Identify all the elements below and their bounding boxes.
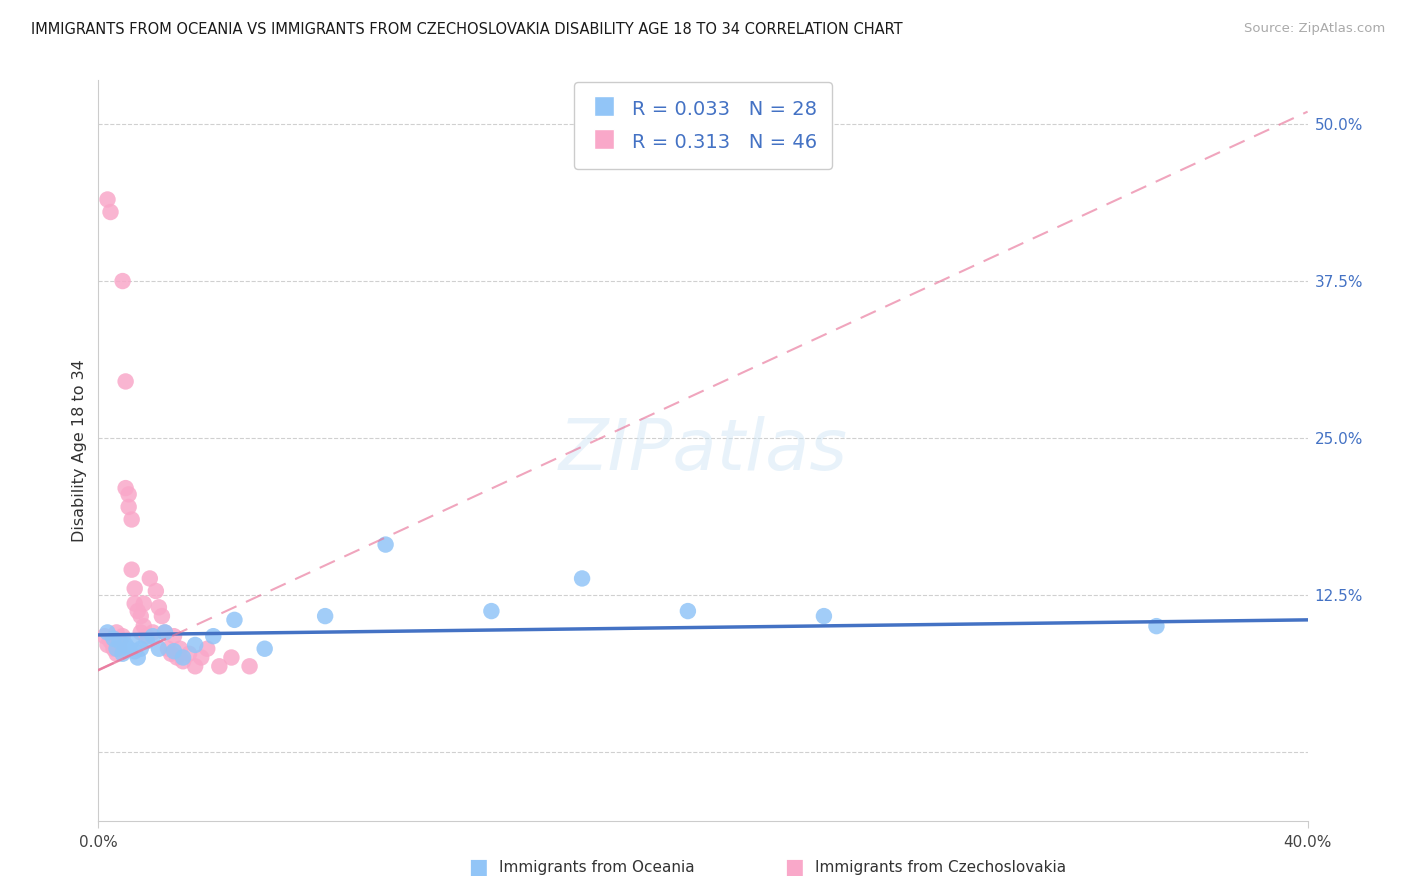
Point (105, 647, 128, 661)
Point (135, 634, 157, 648)
Point (129, 641, 152, 656)
Point (118, 487, 141, 501)
Text: ZIPatlas: ZIPatlas (558, 416, 848, 485)
Point (121, 563, 143, 577)
Point (169, 641, 191, 656)
Point (153, 625, 176, 640)
Point (96, 193, 118, 207)
Point (114, 481, 136, 495)
Point (221, 650, 243, 665)
Point (239, 659, 262, 673)
Point (481, 604, 503, 618)
Point (184, 659, 207, 673)
Point (813, 609, 835, 624)
Point (108, 641, 131, 656)
Point (150, 609, 173, 624)
Point (111, 274, 134, 288)
Point (132, 619, 155, 633)
Point (121, 634, 143, 648)
Point (179, 647, 201, 661)
Point (166, 650, 188, 665)
Point (108, 634, 131, 648)
Point (314, 609, 336, 624)
Text: Immigrants from Oceania: Immigrants from Oceania (499, 860, 695, 874)
Point (163, 644, 186, 658)
Point (127, 650, 149, 665)
Point (111, 647, 134, 661)
Point (96, 638, 118, 652)
Point (118, 500, 141, 514)
Point (156, 641, 179, 656)
Point (208, 659, 231, 673)
Point (135, 629, 157, 643)
Point (172, 654, 194, 668)
Point (142, 625, 165, 640)
Text: Source: ZipAtlas.com: Source: ZipAtlas.com (1244, 22, 1385, 36)
Point (224, 613, 246, 627)
Point (100, 205, 122, 219)
Point (132, 597, 155, 611)
Point (195, 641, 218, 656)
Point (145, 584, 167, 599)
Point (148, 641, 170, 656)
Point (96, 625, 118, 640)
Point (93, 629, 115, 643)
Point (571, 571, 593, 585)
Point (148, 600, 170, 615)
Point (127, 604, 149, 618)
Point (139, 571, 162, 585)
Point (103, 632, 125, 646)
Legend: R = 0.033   N = 28, R = 0.313   N = 46: R = 0.033 N = 28, R = 0.313 N = 46 (574, 82, 832, 169)
Text: Immigrants from Czechoslovakia: Immigrants from Czechoslovakia (815, 860, 1067, 874)
Point (111, 629, 134, 643)
Point (105, 625, 128, 640)
Point (202, 629, 225, 643)
Point (676, 604, 699, 618)
Point (121, 512, 143, 526)
Point (153, 625, 176, 640)
Point (142, 629, 165, 643)
Y-axis label: Disability Age 18 to 34: Disability Age 18 to 34 (72, 359, 87, 541)
Point (1144, 619, 1167, 633)
Point (100, 634, 122, 648)
Point (108, 634, 131, 648)
Point (374, 538, 396, 552)
Point (160, 647, 183, 661)
Text: ■: ■ (468, 857, 488, 877)
Point (172, 650, 194, 665)
Point (105, 641, 128, 656)
Point (129, 625, 152, 640)
Point (190, 650, 212, 665)
Point (124, 644, 146, 658)
Point (163, 629, 186, 643)
Point (253, 641, 276, 656)
Point (114, 375, 136, 389)
Point (129, 609, 152, 624)
Point (124, 597, 146, 611)
Text: IMMIGRANTS FROM OCEANIA VS IMMIGRANTS FROM CZECHOSLOVAKIA DISABILITY AGE 18 TO 3: IMMIGRANTS FROM OCEANIA VS IMMIGRANTS FR… (31, 22, 903, 37)
Point (103, 641, 125, 656)
Point (114, 638, 136, 652)
Point (184, 638, 207, 652)
Text: ■: ■ (785, 857, 804, 877)
Point (103, 632, 125, 646)
Point (124, 582, 146, 596)
Point (118, 641, 141, 656)
